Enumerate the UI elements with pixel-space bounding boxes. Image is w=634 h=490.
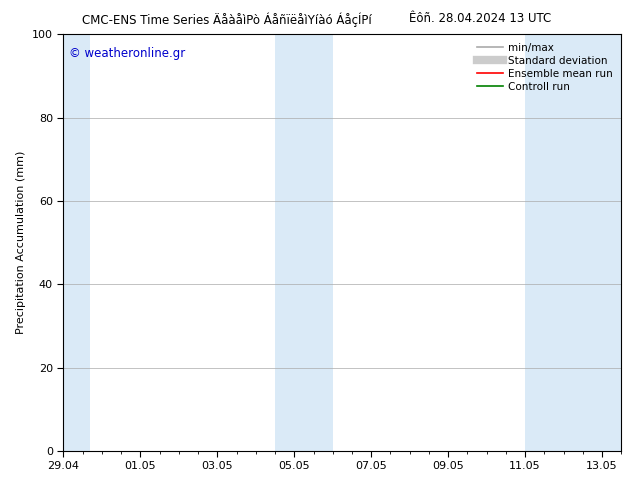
Y-axis label: Precipitation Accumulation (mm): Precipitation Accumulation (mm) (16, 151, 27, 334)
Text: © weatheronline.gr: © weatheronline.gr (69, 47, 185, 60)
Bar (63, 34, 90, 451)
Text: CMC-ENS Time Series ÄåàåìPò ÁåñïëåìYíàó ÁåçÍPí: CMC-ENS Time Series ÄåàåìPò ÁåñïëåìYíàó … (82, 12, 372, 27)
Bar (525, 34, 621, 451)
Text: Êôñ. 28.04.2024 13 UTC: Êôñ. 28.04.2024 13 UTC (410, 12, 552, 25)
Bar (275, 34, 333, 451)
Legend: min/max, Standard deviation, Ensemble mean run, Controll run: min/max, Standard deviation, Ensemble me… (474, 40, 616, 95)
